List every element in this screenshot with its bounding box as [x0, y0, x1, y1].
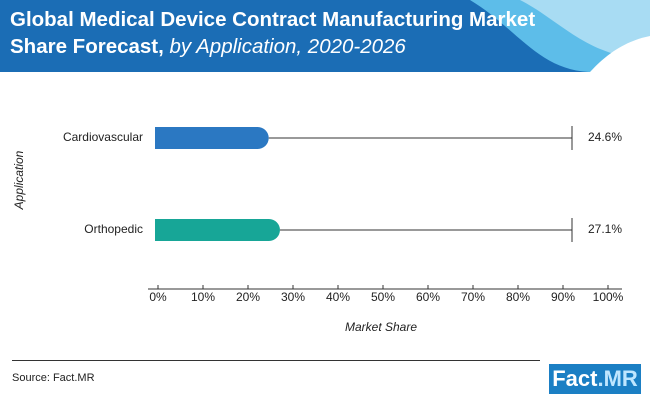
x-tick-label: 20% [236, 290, 260, 304]
x-tick-label: 50% [371, 290, 395, 304]
x-tick-label: 60% [416, 290, 440, 304]
bar [155, 219, 280, 241]
logo-accent: .MR [597, 366, 638, 391]
x-tick-label: 100% [593, 290, 624, 304]
y-tick-label: Cardiovascular [63, 130, 143, 144]
x-tick-label: 40% [326, 290, 350, 304]
bar [155, 127, 269, 149]
x-tick-label: 90% [551, 290, 575, 304]
title-sub: by Application, 2020-2026 [169, 35, 406, 58]
value-label: 24.6% [588, 130, 622, 144]
x-tick-label: 30% [281, 290, 305, 304]
title-main: Global Medical Device Contract Manufactu… [10, 8, 536, 58]
value-label: 27.1% [588, 222, 622, 236]
x-axis-label: Market Share [345, 320, 417, 334]
y-axis-label: Application [12, 150, 26, 210]
x-tick-label: 80% [506, 290, 530, 304]
divider [12, 360, 540, 361]
x-tick-label: 70% [461, 290, 485, 304]
chart-title: Global Medical Device Contract Manufactu… [10, 6, 570, 60]
logo-main: Fact [552, 366, 598, 391]
logo: Fact.MR [549, 364, 641, 394]
source: Source: Fact.MR [12, 372, 95, 384]
y-tick-label: Orthopedic [84, 222, 143, 236]
x-tick-label: 0% [149, 290, 167, 304]
header-band [0, 0, 650, 72]
x-tick-label: 10% [191, 290, 215, 304]
chart: Application Market Share 0% 10% 20% 30% 40% 5… [12, 126, 624, 334]
